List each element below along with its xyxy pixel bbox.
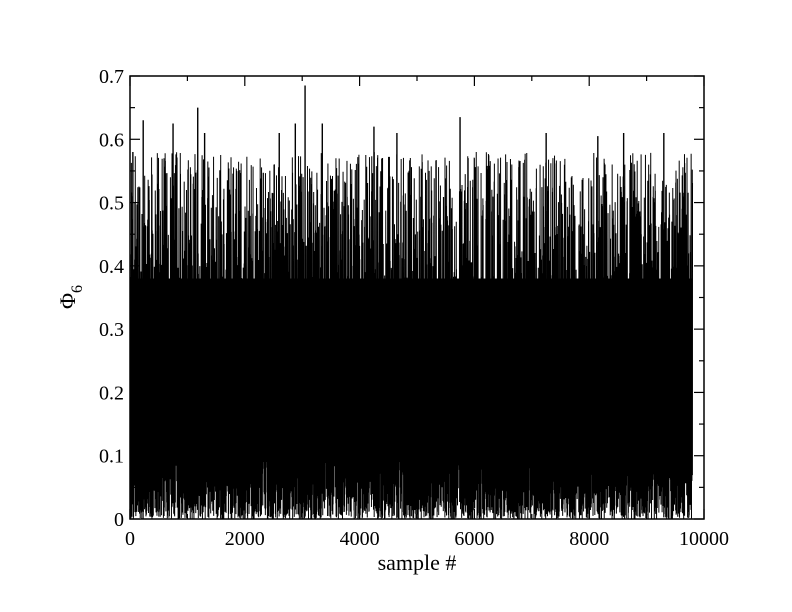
y-tick-label: 0.2 <box>99 382 124 404</box>
y-axis-label: Φ6 <box>55 285 86 309</box>
x-tick-label: 8000 <box>569 528 609 550</box>
y-tick-label: 0.7 <box>99 66 124 88</box>
y-axis-label-symbol: Φ <box>55 293 80 309</box>
y-tick-label: 0.1 <box>99 446 124 468</box>
x-tick-label: 4000 <box>340 528 380 550</box>
x-tick-label: 2000 <box>225 528 265 550</box>
y-axis-label-subscript: 6 <box>69 285 86 293</box>
x-tick-label: 0 <box>125 528 135 550</box>
y-tick-label: 0.4 <box>99 256 124 278</box>
series-dense-band <box>130 278 693 463</box>
y-tick-label: 0 <box>114 509 124 531</box>
y-tick-label: 0.6 <box>99 129 124 151</box>
x-axis-label: sample # <box>378 550 457 575</box>
data-layer <box>129 85 694 520</box>
x-tick-label: 6000 <box>454 528 494 550</box>
ticks-layer <box>129 75 705 520</box>
x-tick-label: 10000 <box>679 528 729 550</box>
svg-text:Φ6: Φ6 <box>55 285 86 309</box>
y-tick-label: 0.3 <box>99 319 124 341</box>
y-tick-label: 0.5 <box>99 193 124 215</box>
tick-labels-layer: 0 2000 4000 6000 8000 10000 0 0.1 0.2 0.3 0.4 0.5 0.… <box>99 66 729 550</box>
